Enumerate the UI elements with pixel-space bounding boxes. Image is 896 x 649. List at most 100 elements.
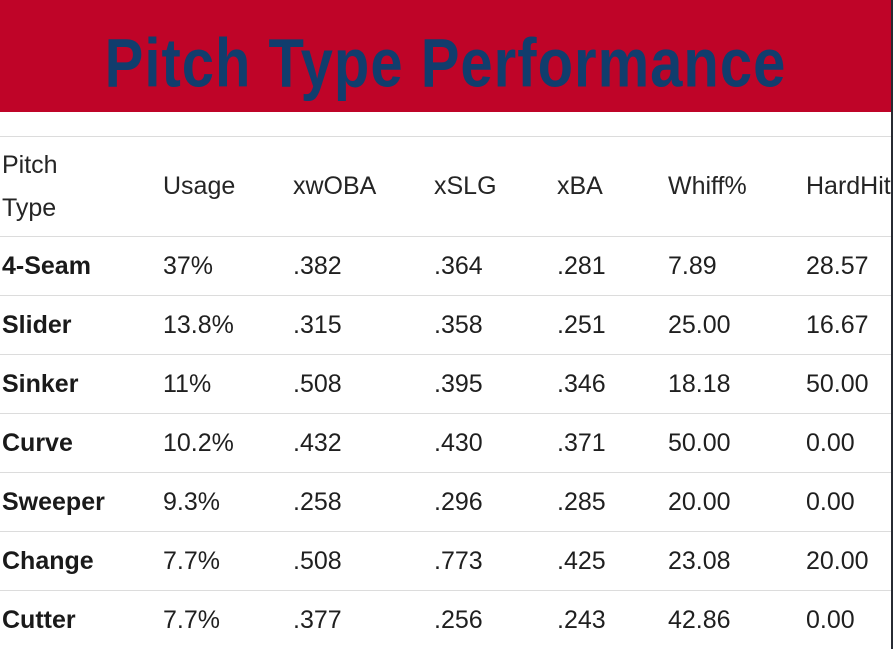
cell-xslg: .364 xyxy=(430,236,553,296)
cell-value: 7.7% xyxy=(163,547,220,575)
cell-value: 25.00 xyxy=(668,311,731,339)
cell-whiff-pct: 23.08 xyxy=(664,531,802,591)
cell-whiff-pct: 25.00 xyxy=(664,295,802,355)
cell-value: .346 xyxy=(557,370,606,398)
cell-pitch-type: Cutter xyxy=(0,590,159,649)
cell-usage: 37% xyxy=(159,236,289,296)
cell-value: Change xyxy=(2,547,94,575)
cell-hardhit-pct: 50.00 xyxy=(802,354,892,414)
cell-xba: .251 xyxy=(553,295,664,355)
cell-xslg: .256 xyxy=(430,590,553,649)
cell-xwoba: .258 xyxy=(289,472,430,532)
cell-value: 11% xyxy=(163,370,212,398)
cell-xba: .371 xyxy=(553,413,664,473)
column-header-xba: xBA xyxy=(553,136,664,237)
cell-value: .430 xyxy=(434,429,483,457)
page-title: Pitch Type Performance xyxy=(104,24,787,102)
cell-pitch-type: Sinker xyxy=(0,354,159,414)
cell-value: .281 xyxy=(557,252,606,280)
cell-xslg: .358 xyxy=(430,295,553,355)
cell-value: 7.7% xyxy=(163,606,220,634)
cell-value: 18.18 xyxy=(668,370,731,398)
cell-value: .508 xyxy=(293,547,342,575)
column-header-pitch-type: Pitch Type xyxy=(0,136,159,237)
column-header-label: Pitch Type xyxy=(2,150,58,222)
cell-xba: .243 xyxy=(553,590,664,649)
cell-hardhit-pct: 0.00 xyxy=(802,590,892,649)
cell-usage: 9.3% xyxy=(159,472,289,532)
column-header-hardhit-pct: HardHit% xyxy=(802,136,892,237)
cell-value: 16.67 xyxy=(806,311,869,339)
cell-value: Slider xyxy=(2,311,72,339)
cell-value: .773 xyxy=(434,547,483,575)
cell-xwoba: .377 xyxy=(289,590,430,649)
cell-whiff-pct: 18.18 xyxy=(664,354,802,414)
table-row: Slider 13.8% .315 .358 .251 25.00 16.67 xyxy=(0,295,892,355)
cell-xba: .281 xyxy=(553,236,664,296)
table-row: 4-Seam 37% .382 .364 .281 7.89 28.57 xyxy=(0,236,892,296)
column-header-usage: Usage xyxy=(159,136,289,237)
table-header-row: Pitch Type Usage xwOBA xSLG xBA Whiff% H… xyxy=(0,136,892,237)
column-header-label: Usage xyxy=(163,172,236,200)
cell-value: .364 xyxy=(434,252,483,280)
cell-pitch-type: 4-Seam xyxy=(0,236,159,296)
cell-value: Cutter xyxy=(2,606,76,634)
cell-xslg: .430 xyxy=(430,413,553,473)
cell-value: 13.8% xyxy=(163,311,234,339)
column-header-label: xBA xyxy=(557,172,603,200)
column-header-xslg: xSLG xyxy=(430,136,553,237)
cell-value: 0.00 xyxy=(806,606,855,634)
cell-value: .315 xyxy=(293,311,342,339)
cell-hardhit-pct: 20.00 xyxy=(802,531,892,591)
cell-xslg: .773 xyxy=(430,531,553,591)
table-row: Curve 10.2% .432 .430 .371 50.00 0.00 xyxy=(0,413,892,473)
column-header-label: HardHit% xyxy=(806,172,892,200)
column-header-label: xwOBA xyxy=(293,172,377,200)
cell-xwoba: .508 xyxy=(289,531,430,591)
table-row: Sinker 11% .508 .395 .346 18.18 50.00 xyxy=(0,354,892,414)
cell-hardhit-pct: 16.67 xyxy=(802,295,892,355)
cell-xwoba: .508 xyxy=(289,354,430,414)
cell-pitch-type: Curve xyxy=(0,413,159,473)
cell-whiff-pct: 42.86 xyxy=(664,590,802,649)
cell-value: .377 xyxy=(293,606,342,634)
cell-hardhit-pct: 0.00 xyxy=(802,413,892,473)
cell-value: 4-Seam xyxy=(2,252,91,280)
cell-value: .358 xyxy=(434,311,483,339)
cell-usage: 7.7% xyxy=(159,590,289,649)
cell-value: 20.00 xyxy=(806,547,869,575)
cell-value: 50.00 xyxy=(806,370,869,398)
cell-value: .285 xyxy=(557,488,606,516)
cell-usage: 11% xyxy=(159,354,289,414)
cell-xba: .285 xyxy=(553,472,664,532)
cell-usage: 10.2% xyxy=(159,413,289,473)
table-header: Pitch Type Usage xwOBA xSLG xBA Whiff% H… xyxy=(0,136,892,237)
column-header-xwoba: xwOBA xyxy=(289,136,430,237)
cell-xba: .346 xyxy=(553,354,664,414)
cell-value: 37% xyxy=(163,252,214,280)
cell-hardhit-pct: 28.57 xyxy=(802,236,892,296)
table-row: Change 7.7% .508 .773 .425 23.08 20.00 xyxy=(0,531,892,591)
cell-xslg: .395 xyxy=(430,354,553,414)
cell-whiff-pct: 7.89 xyxy=(664,236,802,296)
cell-value: 0.00 xyxy=(806,429,855,457)
right-edge-border xyxy=(891,0,893,649)
cell-value: Sweeper xyxy=(2,488,105,516)
cell-value: 10.2% xyxy=(163,429,234,457)
cell-usage: 7.7% xyxy=(159,531,289,591)
cell-value: .371 xyxy=(557,429,606,457)
cell-usage: 13.8% xyxy=(159,295,289,355)
cell-value: 42.86 xyxy=(668,606,731,634)
cell-value: .382 xyxy=(293,252,342,280)
cell-value: 9.3% xyxy=(163,488,220,516)
cell-whiff-pct: 50.00 xyxy=(664,413,802,473)
cell-value: Curve xyxy=(2,429,73,457)
cell-value: 50.00 xyxy=(668,429,731,457)
cell-value: 20.00 xyxy=(668,488,731,516)
column-header-label: Whiff% xyxy=(668,172,747,200)
cell-xwoba: .382 xyxy=(289,236,430,296)
cell-hardhit-pct: 0.00 xyxy=(802,472,892,532)
cell-value: 23.08 xyxy=(668,547,731,575)
cell-value: .256 xyxy=(434,606,483,634)
cell-value: 28.57 xyxy=(806,252,869,280)
